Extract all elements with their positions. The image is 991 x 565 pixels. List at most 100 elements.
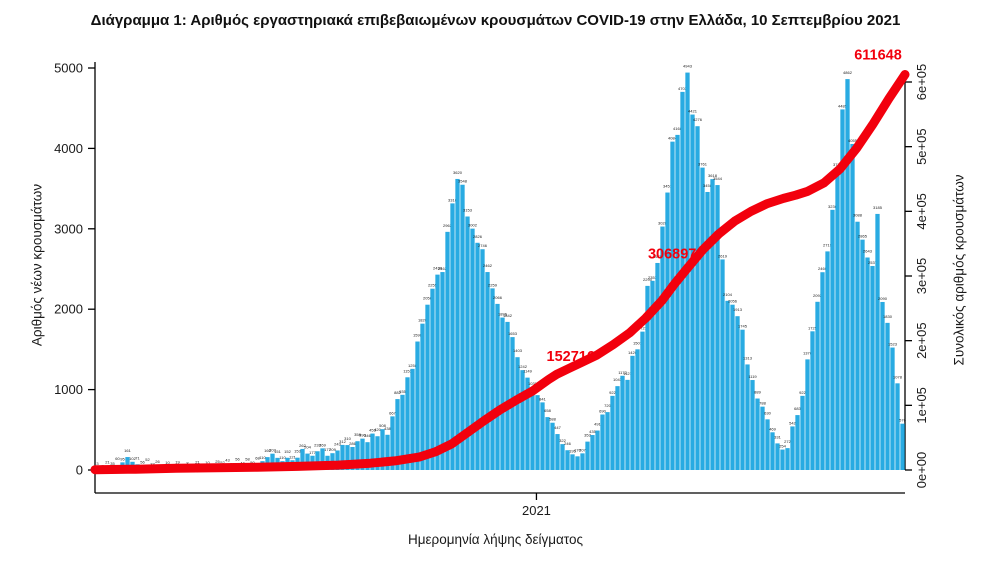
svg-text:2259: 2259: [488, 282, 498, 287]
svg-text:3618: 3618: [708, 173, 718, 178]
svg-text:1258: 1258: [408, 363, 418, 368]
svg-text:720: 720: [604, 403, 611, 408]
svg-text:2255: 2255: [428, 283, 438, 288]
svg-text:1913: 1913: [733, 307, 743, 312]
svg-text:542: 542: [789, 420, 796, 425]
svg-text:1242: 1242: [518, 364, 528, 369]
svg-text:52: 52: [145, 457, 150, 462]
svg-text:3e+05: 3e+05: [914, 258, 929, 295]
svg-text:447: 447: [554, 425, 561, 430]
svg-text:204: 204: [304, 445, 311, 450]
svg-text:2092: 2092: [813, 293, 823, 298]
svg-text:1153: 1153: [403, 368, 412, 373]
svg-text:4421: 4421: [688, 109, 698, 114]
svg-text:2e+05: 2e+05: [914, 322, 929, 359]
svg-text:3028: 3028: [658, 221, 668, 226]
svg-text:420: 420: [374, 427, 381, 432]
svg-text:26: 26: [155, 459, 160, 464]
svg-text:19: 19: [175, 459, 180, 464]
svg-text:3451: 3451: [663, 184, 673, 189]
svg-text:2056: 2056: [423, 296, 433, 301]
svg-text:254: 254: [779, 444, 786, 449]
svg-text:3316: 3316: [448, 197, 458, 202]
svg-text:438: 438: [384, 426, 391, 431]
svg-text:1031: 1031: [528, 381, 538, 386]
svg-text:152: 152: [284, 449, 291, 454]
svg-text:153: 153: [294, 449, 301, 454]
svg-text:2462: 2462: [438, 266, 448, 271]
svg-text:390: 390: [359, 433, 366, 438]
svg-text:683: 683: [794, 406, 801, 411]
svg-text:2353: 2353: [648, 275, 658, 280]
svg-text:469: 469: [769, 426, 776, 431]
svg-text:286: 286: [349, 441, 356, 446]
svg-text:4e+05: 4e+05: [914, 193, 929, 230]
svg-text:453: 453: [369, 428, 376, 433]
svg-text:306897: 306897: [648, 247, 696, 263]
svg-text:2290: 2290: [643, 277, 653, 282]
svg-text:3: 3: [96, 461, 99, 466]
svg-text:1830: 1830: [883, 314, 893, 319]
svg-text:1e+05: 1e+05: [914, 387, 929, 424]
svg-text:272: 272: [784, 439, 791, 444]
svg-text:935: 935: [399, 389, 406, 394]
svg-text:269: 269: [319, 442, 326, 447]
svg-text:690: 690: [599, 409, 606, 414]
svg-text:667: 667: [389, 410, 396, 415]
svg-text:2826: 2826: [473, 234, 483, 239]
svg-text:2090: 2090: [878, 296, 888, 301]
svg-text:2537: 2537: [868, 260, 878, 265]
svg-text:43: 43: [225, 458, 230, 463]
svg-text:50: 50: [250, 460, 255, 465]
svg-text:25: 25: [215, 459, 220, 464]
svg-text:491: 491: [594, 422, 601, 427]
svg-text:658: 658: [544, 408, 551, 413]
svg-text:33: 33: [150, 461, 155, 466]
svg-text:246: 246: [564, 441, 571, 446]
svg-text:152716: 152716: [547, 349, 595, 365]
svg-text:10: 10: [205, 460, 210, 465]
svg-text:435: 435: [589, 429, 596, 434]
svg-text:5e+05: 5e+05: [914, 128, 929, 165]
svg-text:203: 203: [269, 448, 276, 453]
svg-text:2865: 2865: [858, 234, 868, 239]
svg-text:1653: 1653: [508, 331, 518, 336]
svg-text:6e+05: 6e+05: [914, 64, 929, 101]
svg-text:177: 177: [309, 450, 316, 455]
svg-text:1313: 1313: [743, 355, 753, 360]
svg-text:882: 882: [394, 390, 401, 395]
svg-text:5000: 5000: [54, 61, 83, 76]
svg-text:3761: 3761: [698, 162, 708, 167]
svg-text:3000: 3000: [54, 221, 83, 236]
svg-text:1000: 1000: [54, 382, 83, 397]
svg-text:630: 630: [764, 410, 771, 415]
svg-text:1721: 1721: [638, 326, 648, 331]
svg-text:2462: 2462: [483, 263, 493, 268]
svg-text:170: 170: [574, 447, 581, 452]
chart-title: Διάγραμμα 1: Αριθμός εργαστηριακά επιβεβ…: [90, 12, 901, 29]
svg-text:262: 262: [299, 443, 306, 448]
svg-text:841: 841: [539, 396, 546, 401]
svg-text:102: 102: [129, 456, 136, 461]
svg-text:4862: 4862: [843, 70, 853, 75]
svg-text:3153: 3153: [463, 207, 473, 212]
svg-text:3236: 3236: [828, 204, 838, 209]
svg-text:788: 788: [759, 401, 766, 406]
svg-text:110: 110: [259, 455, 266, 460]
svg-text:0e+00: 0e+00: [914, 452, 929, 489]
svg-text:4168: 4168: [673, 126, 683, 131]
svg-text:588: 588: [549, 417, 556, 422]
svg-text:2104: 2104: [723, 292, 733, 297]
svg-text:1501: 1501: [633, 340, 643, 345]
svg-text:2056: 2056: [728, 299, 738, 304]
svg-text:3548: 3548: [458, 179, 468, 184]
svg-text:2719: 2719: [823, 242, 833, 247]
svg-text:889: 889: [754, 390, 761, 395]
svg-text:161: 161: [124, 448, 131, 453]
svg-text:1523: 1523: [888, 342, 898, 347]
svg-text:177: 177: [324, 447, 331, 452]
svg-text:312: 312: [339, 439, 346, 444]
svg-text:209: 209: [329, 447, 336, 452]
svg-text:52: 52: [220, 460, 225, 465]
